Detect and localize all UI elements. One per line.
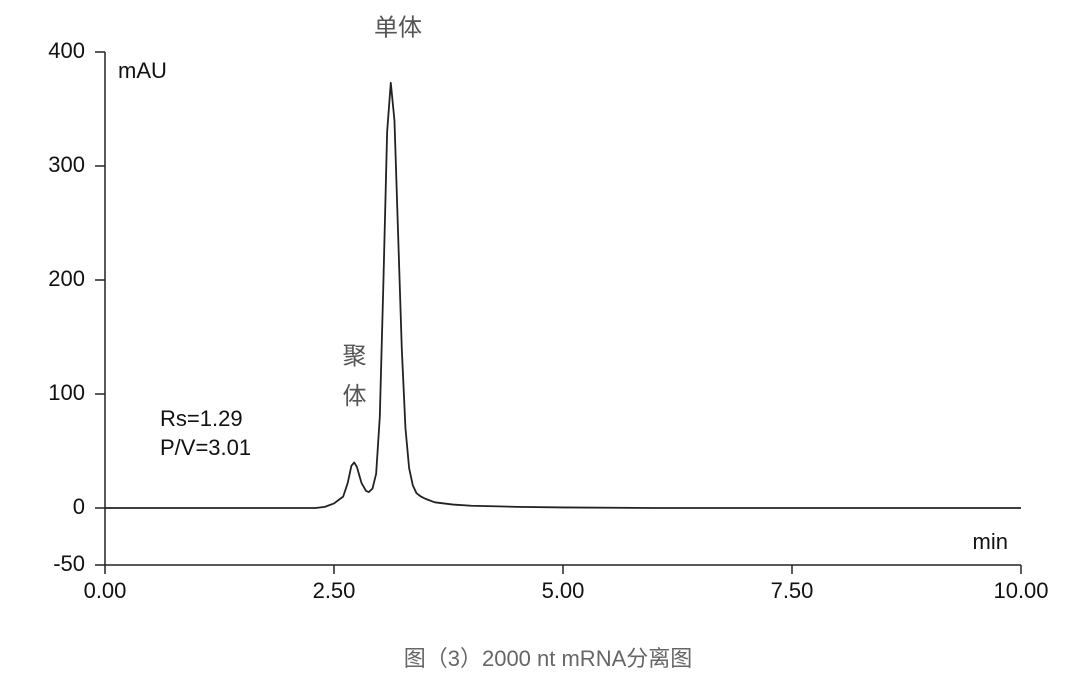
y-tick-label: 100 (48, 380, 85, 405)
y-tick-label: -50 (53, 551, 85, 576)
x-tick-label: 5.00 (542, 578, 585, 603)
x-tick-label: 10.00 (993, 578, 1048, 603)
y-tick-label: 200 (48, 266, 85, 291)
annotation: Rs=1.29 (160, 406, 243, 431)
annotation: P/V=3.01 (160, 435, 251, 460)
x-label: min (973, 529, 1008, 554)
x-tick-label: 7.50 (771, 578, 814, 603)
chromatogram-line (105, 81, 1021, 509)
y-tick-label: 300 (48, 152, 85, 177)
y-tick-label: 400 (48, 38, 85, 63)
y-unit: mAU (118, 58, 167, 83)
x-tick-label: 2.50 (313, 578, 356, 603)
peak-label: 聚体 (338, 343, 366, 423)
caption: 图（3）2000 nt mRNA分离图 (404, 646, 693, 671)
peak-label: 单体 (374, 14, 422, 42)
x-tick-label: 0.00 (84, 578, 127, 603)
y-tick-label: 0 (73, 494, 85, 519)
